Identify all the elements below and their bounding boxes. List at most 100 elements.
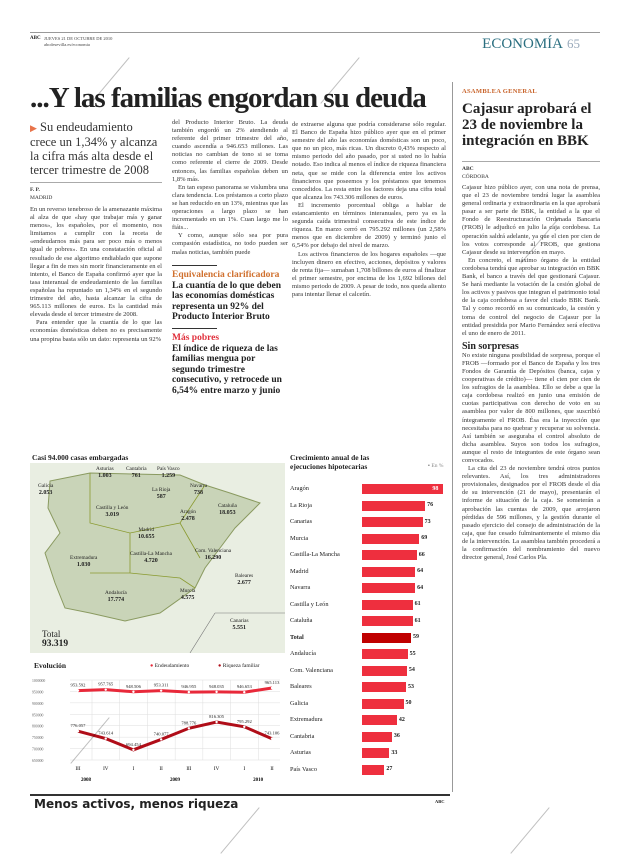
data-point (104, 688, 107, 691)
unit-label: En % (431, 463, 444, 469)
sidebar: ASAMBLEA GENERAL Cajasur aprobará el 23 … (462, 88, 600, 788)
data-label: 957.765 (98, 682, 114, 687)
bar (362, 698, 404, 709)
data-point (187, 690, 191, 694)
bar (362, 632, 411, 643)
bar-value: 53 (407, 683, 414, 690)
paragraph: En tan espeso panorama se vislumbra una … (172, 183, 288, 232)
author: ABC (462, 166, 474, 172)
data-label: 743.614 (98, 731, 114, 736)
map-label-la-rioja: La Rioja 587 (152, 487, 171, 500)
data-point (243, 690, 246, 694)
paragraph: Para entender que la cuantía de lo que l… (30, 319, 162, 343)
bar-value: 61 (414, 617, 421, 624)
y-tick-label: 900000 (32, 702, 43, 706)
data-label: 965.113 (265, 680, 280, 685)
data-label: 743.106 (265, 731, 281, 736)
bar-value: 69 (421, 535, 428, 541)
data-point (76, 689, 80, 692)
bar (362, 599, 413, 610)
data-label: 776.057 (71, 723, 87, 728)
foreclosures-map: Asturias 1.003 Cantabria 761 País Vasco 1.2… (30, 463, 285, 653)
x-tick-label: II (159, 767, 163, 772)
x-tick-label: II (270, 767, 274, 772)
divider (172, 264, 217, 266)
sidebar-byline: ABC CÓRDOBA (462, 165, 600, 181)
y-tick-label: 750000 (32, 736, 43, 740)
data-point (132, 748, 135, 752)
x-tick-label: I (243, 767, 245, 772)
graphic-title: Menos activos, menos riqueza (34, 797, 239, 811)
bar (362, 715, 397, 725)
subhead: ▶ Su endeudamiento crece un 1,34% y alca… (30, 120, 162, 177)
map-label-andalucia: Andalucía 17.774 (105, 590, 127, 603)
article-col-1-wrapper: ▶ Su endeudamiento crece un 1,34% y alca… (30, 120, 162, 412)
data-point (187, 727, 191, 730)
bar-label: Total (290, 633, 304, 641)
x-tick-label: III (186, 767, 191, 772)
y-tick-label: 800000 (32, 725, 43, 729)
bar (362, 764, 385, 775)
series-line-0 (77, 686, 273, 694)
header-rule (30, 32, 600, 33)
section-title: ECONOMÍA 65 (482, 36, 580, 53)
legend-riqueza: ● Riqueza familiar (218, 663, 260, 669)
article-col-3: de extraerse alguna que podría considera… (292, 121, 446, 421)
paragraph: Y como, aunque sólo sea por pura compasi… (172, 232, 288, 256)
data-point (270, 737, 274, 740)
bar (362, 550, 417, 560)
spain-map-shape (44, 472, 285, 653)
map-label-murcia: Murcia 4.575 (180, 588, 196, 601)
map-label-valencia: Com. Valenciana 16.290 (195, 548, 232, 561)
legend-label: Endeudamiento (154, 663, 190, 669)
bar-label: Galicia (290, 699, 309, 707)
y-tick-label: 700000 (32, 748, 43, 752)
paragraph: Los activos financieros de los hogares e… (292, 250, 446, 298)
map-label-madrid: Madrid 10.655 (138, 527, 155, 540)
series-line-1 (77, 720, 273, 752)
bar-value: 33 (391, 749, 398, 756)
pullquote-text: La cuantía de lo que deben las economías… (172, 280, 282, 323)
bar (362, 583, 416, 593)
bar-label: Castilla y León (290, 600, 329, 608)
pullquote-kicker: Más pobres (172, 332, 220, 343)
bar (362, 748, 390, 758)
data-label: 946.955 (181, 684, 197, 689)
sidebar-subhead: Sin sorpresas (462, 340, 519, 352)
data-point (159, 738, 163, 741)
data-point (215, 720, 218, 724)
bar-label: Murcia (290, 534, 309, 542)
bar-label: Extremadura (290, 716, 323, 723)
bar-value: 54 (408, 667, 415, 673)
paragraph: El incremento porcentual obliga a hablar… (292, 201, 446, 250)
paragraph: de extraerse alguna que podría considera… (292, 121, 446, 201)
bar-label: Aragón (290, 485, 309, 492)
section-name: ECONOMÍA (482, 36, 563, 52)
data-label: 740.077 (154, 731, 170, 736)
url[interactable]: abcdesevilla.es/economia (44, 42, 90, 47)
column-rule (452, 82, 453, 792)
data-point (215, 690, 218, 694)
bar-value: 27 (386, 766, 393, 772)
map-label-galicia: Galicia 2.053 (38, 483, 54, 496)
map-label-extremadura: Extremadura 1.030 (70, 555, 98, 568)
line-chart: 1000000 950000 900000 850000 800000 750000 700… (32, 679, 281, 783)
page-number: 65 (567, 36, 580, 51)
bar-value: 76 (427, 502, 434, 508)
data-label: 946.653 (237, 684, 253, 689)
x-tick-label: IV (103, 767, 109, 772)
location: CÓRDOBA (462, 174, 489, 180)
map-label-baleares: Baleares 2.677 (235, 573, 254, 586)
bar-value: 64 (417, 568, 424, 574)
pullquote-text: El índice de riqueza de las familias men… (172, 343, 282, 396)
divider (30, 182, 162, 183)
paragraph: Cajasur hizo público ayer, con una nota … (462, 184, 600, 256)
bar (362, 665, 407, 676)
data-point (243, 725, 246, 728)
bar-value: 73 (424, 518, 431, 525)
bar-label: Com. Valenciana (290, 666, 333, 674)
data-label: 816.305 (209, 714, 225, 719)
sidebar-body: Cajasur hizo público ayer, con una nota … (462, 184, 600, 338)
x-tick-label: IV (214, 767, 220, 772)
bar-label: Baleares (290, 683, 312, 690)
